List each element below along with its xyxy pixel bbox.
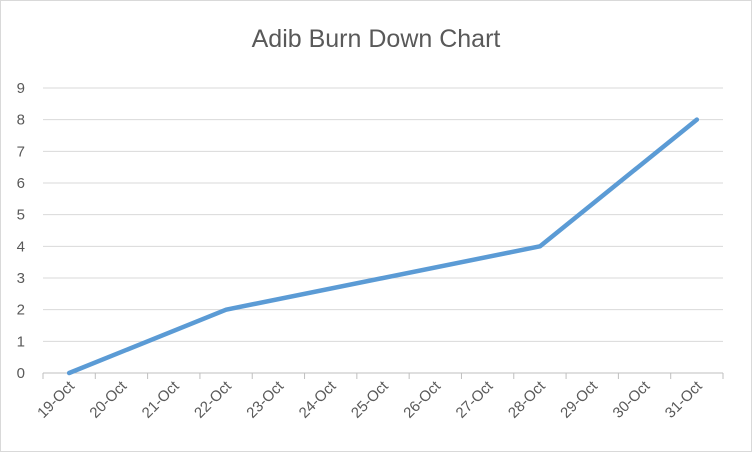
x-tick-label: 29-Oct <box>557 377 601 421</box>
x-tick-label: 20-Oct <box>86 377 130 421</box>
y-tick-label: 6 <box>17 175 25 192</box>
series-line <box>66 117 700 376</box>
y-tick-label: 3 <box>17 270 25 287</box>
x-tick-label: 31-Oct <box>662 377 706 421</box>
y-tick-label: 8 <box>17 112 25 129</box>
x-tick-label: 28-Oct <box>505 377 549 421</box>
x-tick-label: 27-Oct <box>453 377 497 421</box>
x-tick-label: 19-Oct <box>34 377 78 421</box>
x-tick-label: 23-Oct <box>243 377 287 421</box>
y-tick-label: 4 <box>17 238 25 255</box>
x-tick-label: 30-Oct <box>610 377 654 421</box>
y-tick-label: 2 <box>17 302 25 319</box>
x-tick-label: 25-Oct <box>348 377 392 421</box>
y-tick-label: 7 <box>17 143 25 160</box>
chart-title: Adib Burn Down Chart <box>251 25 501 53</box>
y-tick-label: 5 <box>17 207 25 224</box>
x-tick-label: 26-Oct <box>400 377 444 421</box>
y-tick-label: 9 <box>17 80 25 97</box>
y-tick-label: 0 <box>17 365 25 382</box>
y-tick-label: 1 <box>17 333 25 350</box>
x-tick-label: 24-Oct <box>296 377 340 421</box>
x-tick-label: 21-Oct <box>139 377 183 421</box>
x-tick-label: 22-Oct <box>191 377 235 421</box>
